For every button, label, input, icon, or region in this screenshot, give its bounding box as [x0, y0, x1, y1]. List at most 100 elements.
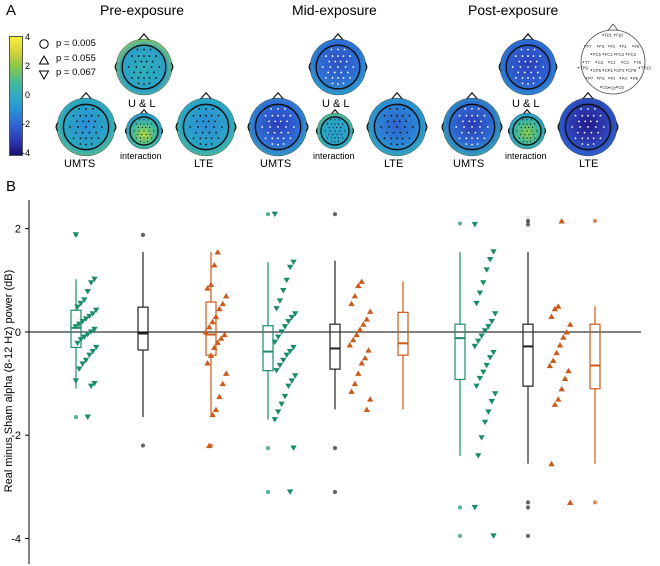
- outlier-point: [525, 500, 531, 505]
- umts-data-point: [486, 257, 494, 263]
- topo-head-umts-pre: [55, 91, 117, 157]
- electrode-dot: [526, 141, 528, 143]
- electrode-dot: [266, 131, 269, 134]
- electrode-dot: [205, 114, 207, 117]
- electrode-dot: [473, 120, 476, 123]
- electrode-dot: [155, 55, 157, 57]
- outlier-point: [457, 221, 463, 226]
- electrode-dot: [85, 108, 87, 110]
- lte-data-point: [553, 349, 560, 356]
- lte-data-point: [358, 278, 365, 284]
- nose-icon: [523, 108, 531, 114]
- electrode-dot: [521, 82, 524, 85]
- electrode-dot: [587, 114, 589, 117]
- umts-data-point: [281, 324, 289, 330]
- electrode-dot: [325, 77, 327, 79]
- y-tick-label: -2: [11, 430, 21, 442]
- electrode-dot: [211, 108, 214, 110]
- electrode-dot: [149, 126, 151, 129]
- outlier-point: [525, 505, 531, 510]
- electrode-dot: [139, 71, 142, 74]
- electrode-dot: [77, 126, 79, 128]
- electrode-dot: [477, 108, 480, 110]
- head-outline: [182, 103, 230, 151]
- umts-data-point: [273, 368, 280, 374]
- electrode-dot: [282, 143, 285, 145]
- electrode-dot: [402, 108, 405, 110]
- umts-data-point: [476, 290, 484, 297]
- electrode-dot: [81, 131, 84, 134]
- electrode-dot: [530, 71, 533, 74]
- montage-electrode-dot: [633, 61, 636, 63]
- electrode-dot: [599, 114, 602, 117]
- electrode-dot: [79, 114, 82, 117]
- electrode-dot: [143, 141, 145, 143]
- outlier-point: [457, 533, 463, 539]
- nose-icon: [332, 33, 344, 41]
- electrode-dot: [574, 114, 577, 117]
- lte-data-point: [367, 396, 374, 402]
- lte-data-point: [223, 370, 230, 376]
- topo-label-interaction-mid: interaction: [313, 151, 355, 161]
- electrode-dot: [264, 137, 267, 140]
- electrode-dot: [324, 130, 326, 132]
- lte-data-point: [355, 282, 362, 289]
- montage-electrode-label: C3: [598, 60, 604, 65]
- montage-electrode-label: P3: [599, 76, 605, 81]
- lte-data-point: [212, 313, 220, 320]
- electrode-dot: [343, 48, 346, 51]
- electrode-dot: [158, 66, 161, 68]
- topo-label-ul-pre: U & L: [128, 98, 156, 110]
- electrode-dot: [526, 130, 528, 132]
- electrode-dot: [480, 120, 482, 123]
- electrode-dot: [476, 143, 479, 145]
- umts-data-point: [290, 445, 297, 451]
- electrode-dot: [217, 114, 220, 117]
- umts-data-point: [79, 319, 86, 325]
- lte-data-point: [355, 370, 362, 376]
- montage-electrode-dot: [584, 45, 586, 47]
- lte-data-point: [358, 360, 365, 366]
- montage-electrode-label: F4: [622, 44, 628, 49]
- umts-data-point: [492, 391, 499, 397]
- electrode-dot: [342, 77, 345, 79]
- nose-icon: [582, 91, 594, 100]
- umts-data-point: [280, 357, 287, 364]
- electrode-dot: [85, 126, 87, 128]
- montage-electrode-label: FC1: [605, 52, 614, 57]
- electrode-dot: [145, 60, 148, 63]
- colorbar-tick: 4: [25, 32, 31, 42]
- head-outline: [564, 103, 612, 151]
- electrode-dot: [330, 119, 332, 121]
- electrode-dot: [197, 126, 199, 128]
- electrode-dot: [408, 137, 411, 140]
- electrode-dot: [277, 126, 279, 128]
- lte-data-point: [351, 380, 359, 387]
- electrode-dot: [539, 55, 541, 57]
- electrode-dot: [529, 137, 532, 139]
- umts-data-point: [476, 375, 484, 382]
- electrode-dot: [95, 131, 98, 134]
- head-outline: [129, 116, 159, 146]
- lte-data-point: [556, 342, 564, 348]
- electrode-dot: [274, 120, 277, 123]
- colorbar-tick: 2: [25, 61, 31, 71]
- electrode-dot: [127, 66, 130, 68]
- electrode-dot: [93, 126, 95, 128]
- topo-head-umts-post: [441, 91, 503, 157]
- electrode-dot: [392, 131, 395, 134]
- electrode-dot: [277, 114, 279, 117]
- electrode-dot: [592, 137, 595, 140]
- electrode-dot: [282, 137, 285, 140]
- electrode-dot: [515, 77, 517, 79]
- electrode-dot: [532, 133, 534, 136]
- electrode-dot: [390, 114, 393, 117]
- umts-data-point: [471, 221, 478, 228]
- electrode-dot: [87, 120, 90, 123]
- umts-data-point: [481, 419, 489, 426]
- electrode-dot: [292, 126, 295, 128]
- electrode-dot: [135, 137, 137, 139]
- electrode-dot: [515, 55, 517, 57]
- electrode-dot: [192, 114, 195, 117]
- outlier-point: [332, 489, 338, 495]
